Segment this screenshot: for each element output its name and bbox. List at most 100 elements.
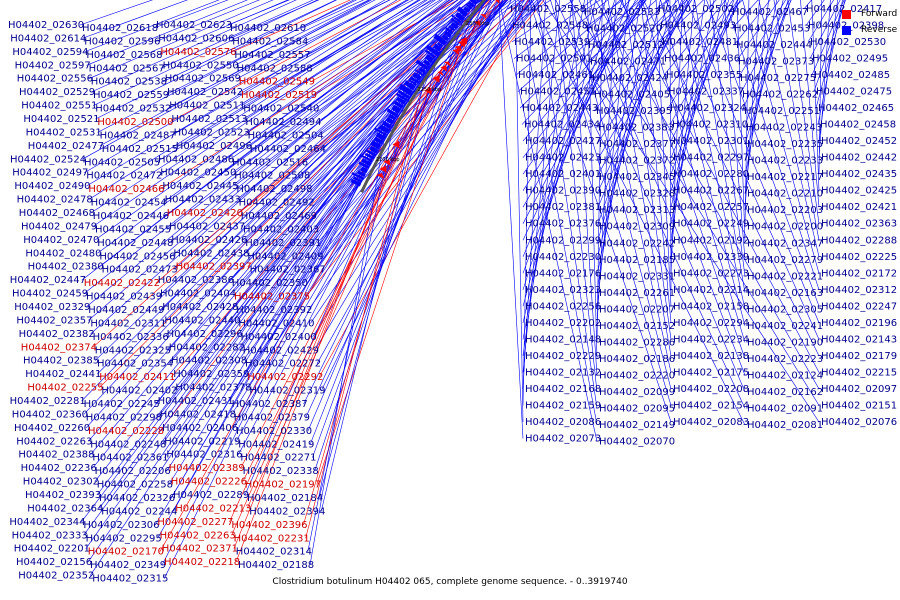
gene-label[interactable]: H04402_02225 <box>821 252 897 263</box>
gene-label[interactable]: H04402_02513 <box>171 114 247 125</box>
gene-label[interactable]: H04402_02434 <box>524 120 600 131</box>
gene-label[interactable]: H04402_02213 <box>175 503 251 514</box>
gene-label[interactable]: H04402_02402 <box>101 386 177 397</box>
gene-label[interactable]: H04402_02504 <box>248 130 324 141</box>
gene-label[interactable]: H04402_02355 <box>666 70 742 81</box>
gene-label[interactable]: H04402_02404 <box>160 289 236 300</box>
gene-label[interactable]: H04402_02492 <box>239 198 315 209</box>
gene-label[interactable]: H04402_02461 <box>518 70 594 81</box>
gene-label[interactable]: H04402_02567 <box>89 63 165 74</box>
gene-label[interactable]: H04402_02218 <box>164 557 240 568</box>
gene-label[interactable]: H04402_02614 <box>10 33 86 44</box>
gene-label[interactable]: H04402_02495 <box>812 54 888 65</box>
gene-label[interactable]: H04402_02405 <box>594 90 670 101</box>
gene-label[interactable]: H04402_02436 <box>664 54 740 65</box>
gene-label[interactable]: H04402_02424 <box>592 73 668 84</box>
gene-label[interactable]: H04402_02516 <box>232 157 308 168</box>
gene-label[interactable]: H04402_02308 <box>171 356 247 367</box>
gene-label[interactable]: H04402_02241 <box>747 321 823 332</box>
gene-label[interactable]: H04402_02487 <box>100 130 176 141</box>
gene-label[interactable]: H04402_02298 <box>86 412 162 423</box>
gene-label[interactable]: H04402_02280 <box>673 169 749 180</box>
gene-label[interactable]: H04402_02448 <box>97 238 173 249</box>
gene-label[interactable]: H04402_02201 <box>14 544 90 555</box>
gene-label[interactable]: H04402_02316 <box>166 450 242 461</box>
gene-label[interactable]: H04402_02349 <box>90 560 166 571</box>
gene-label[interactable]: H04402_02294 <box>673 318 749 329</box>
gene-label[interactable]: H04402_02263 <box>16 436 92 447</box>
gene-label[interactable]: H04402_02379 <box>234 412 310 423</box>
gene-label[interactable]: H04402_02630 <box>8 20 84 31</box>
gene-label[interactable]: H04402_02251 <box>744 106 820 117</box>
gene-label[interactable]: H04402_02309 <box>599 222 675 233</box>
gene-label[interactable]: H04402_02468 <box>19 208 95 219</box>
gene-label[interactable]: H04402_02336 <box>93 332 169 343</box>
gene-label[interactable]: H04402_02418 <box>160 409 236 420</box>
gene-label[interactable]: H04402_02485 <box>814 70 890 81</box>
gene-label[interactable]: H04402_02186 <box>599 354 675 365</box>
gene-label[interactable]: H04402_02391 <box>245 238 321 249</box>
gene-label[interactable]: H04402_02203 <box>747 205 823 216</box>
gene-label[interactable]: H04402_02411 <box>99 372 175 383</box>
gene-label[interactable]: H04402_02328 <box>599 189 675 200</box>
gene-label[interactable]: H04402_02443 <box>522 103 598 114</box>
gene-label[interactable]: H04402_02475 <box>816 87 892 98</box>
gene-label[interactable]: H04402_02386 <box>158 275 234 286</box>
gene-label[interactable]: H04402_02382 <box>19 329 95 340</box>
gene-label[interactable]: H04402_02229 <box>525 351 601 362</box>
gene-label[interactable]: H04402_02314 <box>236 547 312 558</box>
gene-label[interactable]: H04402_02597 <box>15 60 91 71</box>
gene-label[interactable]: H04402_02244 <box>101 506 177 517</box>
gene-label[interactable]: H04402_02383 <box>598 123 674 134</box>
gene-label[interactable]: H04402_02542 <box>167 87 243 98</box>
gene-label[interactable]: H04402_02292 <box>247 372 323 383</box>
gene-label[interactable]: H04402_02281 <box>10 396 86 407</box>
gene-label[interactable]: H04402_02388 <box>18 450 94 461</box>
gene-label[interactable]: H04402_02494 <box>245 117 321 128</box>
gene-label[interactable]: H04402_02245 <box>84 399 160 410</box>
gene-label[interactable]: H04402_02466 <box>88 184 164 195</box>
gene-label[interactable]: H04402_02124 <box>747 370 823 381</box>
gene-label[interactable]: H04402_02091 <box>747 403 823 414</box>
gene-label[interactable]: H04402_02236 <box>21 463 97 474</box>
gene-label[interactable]: H04402_02449 <box>88 305 164 316</box>
gene-label[interactable]: H04402_02070 <box>599 437 675 448</box>
gene-label[interactable]: H04402_02421 <box>821 202 897 213</box>
gene-label[interactable]: H04402_02226 <box>171 477 247 488</box>
gene-label[interactable]: H04402_02374 <box>21 342 97 353</box>
gene-label[interactable]: H04402_02559 <box>93 90 169 101</box>
gene-label[interactable]: H04402_02235 <box>747 139 823 150</box>
gene-label[interactable]: H04402_02451 <box>520 87 596 98</box>
gene-label[interactable]: H04402_02454 <box>91 198 167 209</box>
gene-label[interactable]: H04402_02247 <box>821 301 897 312</box>
gene-label[interactable]: H04402_02550 <box>163 60 239 71</box>
gene-label[interactable]: H04402_02420 <box>167 208 243 219</box>
gene-label[interactable]: H04402_02539 <box>514 37 590 48</box>
gene-label[interactable]: H04402_02219 <box>164 436 240 447</box>
gene-label[interactable]: H04402_02410 <box>238 318 314 329</box>
gene-label[interactable]: H04402_02200 <box>747 222 823 233</box>
gene-label[interactable]: H04402_02326 <box>99 493 175 504</box>
gene-label[interactable]: H04402_02185 <box>599 255 675 266</box>
gene-label[interactable]: H04402_02275 <box>740 73 816 84</box>
gene-label[interactable]: H04402_02097 <box>821 384 897 395</box>
gene-label[interactable]: H04402_02175 <box>673 367 749 378</box>
gene-label[interactable]: H04402_02372 <box>599 156 675 167</box>
gene-label[interactable]: H04402_02357 <box>16 315 92 326</box>
gene-label[interactable]: H04402_02549 <box>239 77 315 88</box>
gene-label[interactable]: H04402_02315 <box>92 574 168 585</box>
gene-label[interactable]: H04402_02196 <box>821 318 897 329</box>
gene-label[interactable]: H04402_02375 <box>234 292 310 303</box>
gene-label[interactable]: H04402_02530 <box>810 37 886 48</box>
gene-label[interactable]: H04402_02428 <box>162 302 238 313</box>
gene-label[interactable]: H04402_02319 <box>249 386 325 397</box>
gene-label[interactable]: H04402_02158 <box>673 301 749 312</box>
gene-label[interactable]: H04402_02389 <box>169 463 245 474</box>
gene-label[interactable]: H04402_02207 <box>599 304 675 315</box>
gene-label[interactable]: H04402_02393 <box>25 490 101 501</box>
gene-label[interactable]: H04402_02618 <box>82 23 158 34</box>
gene-label[interactable]: H04402_02500 <box>97 117 173 128</box>
gene-label[interactable]: H04402_02230 <box>525 252 601 263</box>
gene-label[interactable]: H04402_02596 <box>84 36 160 47</box>
gene-label[interactable]: H04402_02202 <box>525 318 601 329</box>
